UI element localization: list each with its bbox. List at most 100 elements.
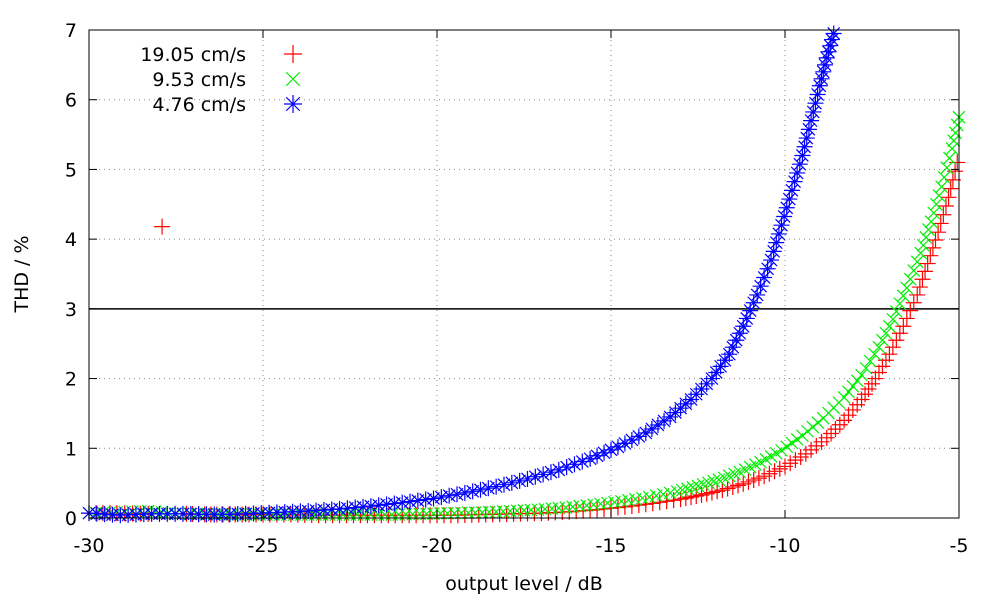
data-point (895, 318, 912, 335)
data-point (582, 450, 599, 467)
plot-frame (88, 29, 960, 519)
data-point (876, 333, 889, 347)
data-point (937, 170, 951, 184)
data-point (800, 121, 817, 138)
data-point (603, 441, 619, 458)
data-point (686, 480, 700, 494)
data-point (417, 491, 434, 508)
data-point (796, 138, 813, 155)
data-point (589, 447, 606, 464)
data-point (922, 247, 939, 264)
data-point (917, 263, 934, 280)
data-point (589, 501, 606, 518)
data-point (911, 279, 928, 296)
data-point (441, 487, 458, 504)
data-point (900, 281, 914, 295)
data-point (919, 255, 936, 272)
data-point (717, 471, 731, 485)
data-point (823, 425, 840, 442)
data-point (846, 379, 860, 393)
data-point (609, 438, 626, 455)
data-point (870, 364, 887, 381)
y-axis-title: THD / % (11, 235, 33, 313)
data-point (287, 508, 301, 521)
data-point (818, 49, 835, 66)
data-point (434, 507, 447, 520)
series-star (81, 25, 842, 524)
data-point (927, 206, 941, 220)
y-tick-label: 2 (65, 369, 77, 391)
data-point (433, 489, 450, 506)
data-point (903, 272, 917, 286)
data-point (809, 86, 826, 103)
data-point (790, 432, 804, 446)
data-point (795, 429, 809, 443)
data-point (902, 302, 919, 319)
data-point (924, 215, 938, 229)
data-point (495, 476, 512, 493)
x-tick-label: -5 (950, 535, 969, 557)
data-point (806, 420, 820, 434)
x-tick-label: -25 (247, 535, 278, 557)
data-point (785, 436, 799, 450)
data-point (482, 505, 496, 519)
data-point (919, 230, 933, 244)
data-point (510, 504, 524, 518)
legend-marker (284, 95, 302, 113)
legend: 19.05 cm/s 9.53 cm/s 4.76 cm/s (140, 44, 302, 116)
data-points (81, 25, 966, 524)
data-point (385, 508, 399, 521)
series-x (82, 110, 966, 521)
data-point (472, 481, 489, 498)
y-tick-label: 3 (65, 299, 77, 321)
legend-label: 4.76 cm/s (152, 94, 246, 116)
data-point (339, 500, 356, 517)
data-point (940, 189, 957, 206)
data-point (930, 224, 947, 241)
data-point (378, 496, 395, 513)
data-point (949, 126, 962, 140)
data-point (914, 271, 931, 288)
data-point (707, 474, 721, 488)
data-point (370, 497, 387, 514)
y-tick-label: 4 (65, 229, 77, 251)
data-point (942, 180, 959, 197)
y-tick-label: 6 (65, 90, 77, 112)
data-point (447, 506, 461, 520)
data-point (922, 223, 935, 236)
tick-labels: -30 -25 -20 -15 -10 -5 0 1 2 3 4 5 6 7 (65, 20, 969, 557)
data-point (712, 473, 726, 487)
data-point (783, 182, 800, 199)
data-point (596, 444, 613, 461)
data-point (889, 305, 903, 318)
axis-ticks (88, 29, 960, 519)
data-point (496, 504, 510, 518)
data-point (402, 493, 419, 510)
data-point (935, 180, 949, 194)
data-point (362, 498, 379, 515)
data-point (877, 352, 894, 369)
data-point (456, 484, 473, 501)
data-point (945, 142, 959, 155)
data-point (596, 500, 613, 517)
data-point (441, 506, 454, 520)
data-point (637, 424, 654, 441)
data-point (745, 294, 762, 311)
data-point (807, 95, 824, 112)
data-point (831, 416, 848, 433)
data-point (905, 294, 922, 311)
data-point (891, 325, 908, 342)
data-point (872, 340, 886, 354)
data-point (550, 461, 567, 478)
data-point (789, 164, 806, 181)
data-point (517, 503, 531, 517)
data-point (811, 416, 825, 430)
data-point (558, 459, 575, 476)
data-point (724, 339, 741, 356)
data-point (449, 486, 466, 503)
y-tick-label: 5 (65, 159, 77, 181)
data-point (343, 508, 357, 521)
legend-marker (285, 71, 301, 87)
data-point (909, 286, 926, 303)
data-point (691, 479, 705, 493)
